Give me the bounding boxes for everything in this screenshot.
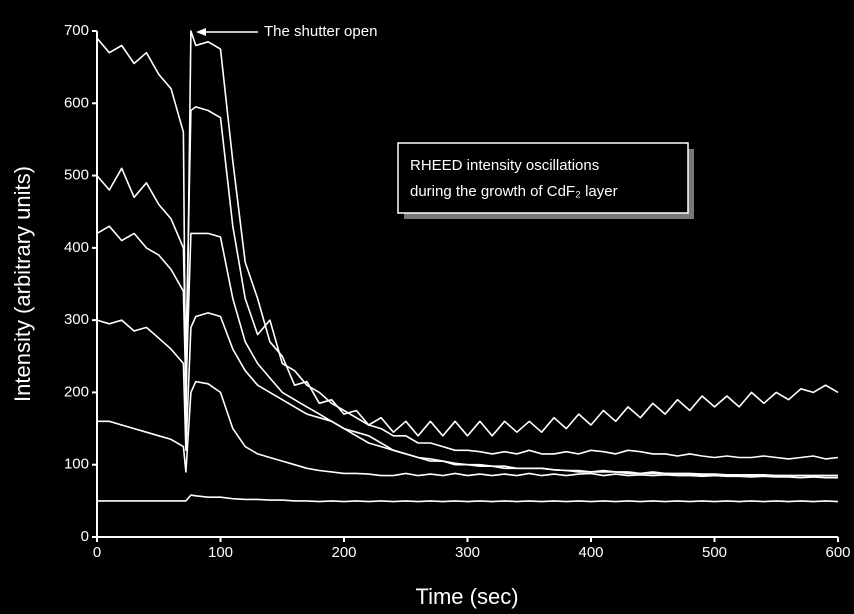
data-line: [96, 30, 839, 437]
y-tick-label: 700: [64, 22, 89, 39]
y-tick-label: 100: [64, 456, 89, 473]
data-line: [97, 494, 839, 503]
x-tick-label: 100: [208, 544, 233, 561]
x-tick-label: 200: [331, 544, 356, 561]
y-axis-title: Intensity (arbitrary units): [10, 166, 35, 402]
x-tick-label: 0: [93, 544, 101, 561]
y-tick-label: 300: [64, 311, 89, 328]
data-line: [97, 380, 838, 479]
data-line: [96, 312, 838, 477]
x-axis-title: Time (sec): [415, 584, 518, 609]
y-tick-label: 0: [81, 528, 89, 545]
annotation-arrowhead: [196, 28, 206, 36]
annotation: The shutter open: [264, 23, 377, 40]
y-tick-label: 600: [64, 94, 89, 111]
x-tick-label: 500: [702, 544, 727, 561]
x-tick-label: 400: [578, 544, 603, 561]
y-tick-label: 200: [64, 383, 89, 400]
note-box: [397, 142, 689, 214]
note-line: RHEED intensity oscillations: [410, 157, 599, 174]
y-tick-label: 500: [64, 167, 89, 184]
x-tick-label: 600: [825, 544, 850, 561]
data-line: [96, 106, 839, 460]
note-line: during the growth of CdF₂ layer: [410, 183, 618, 200]
y-tick-label: 400: [64, 239, 89, 256]
x-tick-label: 300: [455, 544, 480, 561]
